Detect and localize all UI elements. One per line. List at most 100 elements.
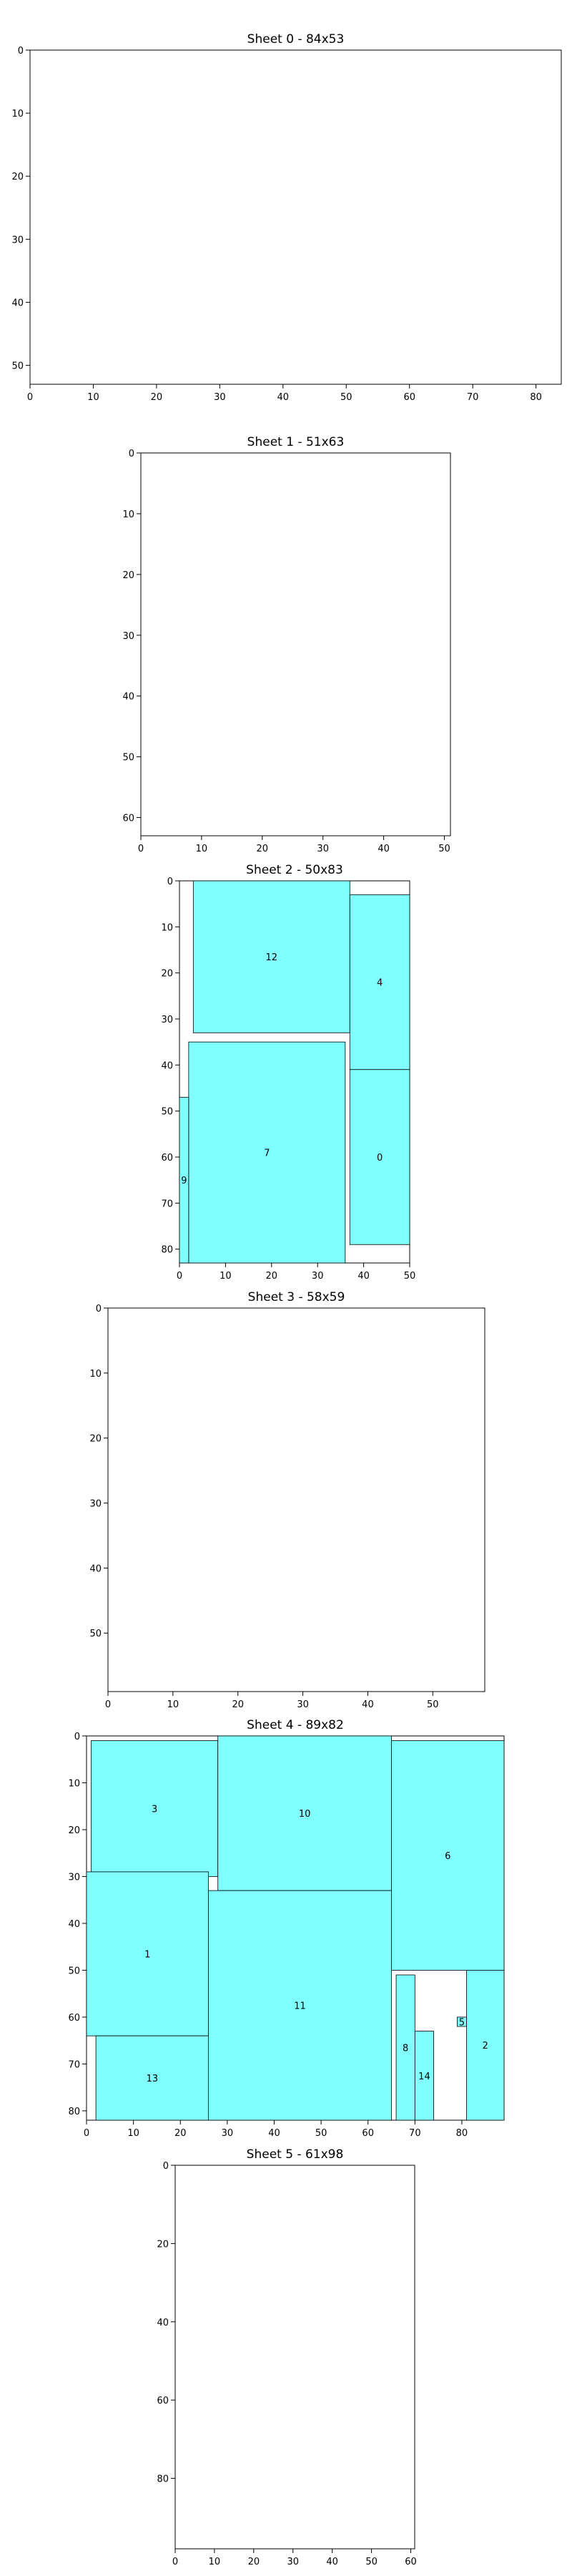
x-tick-label: 50 bbox=[438, 844, 450, 854]
sheet-title: Sheet 4 - 89x82 bbox=[247, 1718, 344, 1732]
x-tick-label: 10 bbox=[220, 1271, 232, 1282]
sheet-panel: Sheet 0 - 84x53 0 10 20 30 40 50 60 70 80 0 10 20 30 4… bbox=[11, 32, 562, 403]
y-tick-label: 50 bbox=[161, 1107, 173, 1118]
x-tick-label: 20 bbox=[266, 1271, 278, 1282]
piece-label: 2 bbox=[483, 2041, 488, 2051]
y-tick-label: 0 bbox=[74, 1732, 80, 1742]
sheet-frame bbox=[174, 2165, 415, 2550]
piece-rect bbox=[391, 1740, 505, 1971]
y-tick-label: 50 bbox=[89, 1629, 102, 1639]
x-tick-label: 30 bbox=[222, 2128, 234, 2139]
x-tick-label: 0 bbox=[27, 392, 33, 403]
x-tick-label: 40 bbox=[362, 1699, 374, 1710]
y-tick-label: 0 bbox=[96, 1304, 102, 1314]
piece-rect bbox=[466, 1970, 505, 2121]
y-tick-label: 30 bbox=[89, 1499, 102, 1510]
x-tick-label: 30 bbox=[317, 844, 329, 854]
y-tick-label: 0 bbox=[129, 449, 134, 459]
piece-rect bbox=[91, 1740, 219, 1877]
y-tick-label: 30 bbox=[68, 1872, 80, 1883]
piece-rect bbox=[95, 2035, 209, 2121]
piece-rect bbox=[179, 1096, 189, 1264]
x-tick-label: 0 bbox=[105, 1699, 111, 1710]
x-tick-label: 20 bbox=[232, 1699, 244, 1710]
x-tick-label: 50 bbox=[340, 392, 352, 403]
y-tick-label: 20 bbox=[157, 2239, 169, 2250]
x-tick-label: 60 bbox=[405, 2557, 417, 2567]
x-tick-label: 30 bbox=[297, 1699, 309, 1710]
y-tick-label: 40 bbox=[122, 692, 134, 703]
x-tick-label: 40 bbox=[268, 2128, 280, 2139]
y-tick-label: 30 bbox=[122, 631, 134, 642]
x-tick-label: 60 bbox=[403, 392, 415, 403]
y-tick-label: 50 bbox=[122, 753, 134, 763]
x-tick-label: 0 bbox=[172, 2557, 178, 2567]
piece-rect bbox=[414, 2031, 434, 2121]
y-tick-label: 10 bbox=[161, 922, 173, 933]
sheet-title: Sheet 1 - 51x63 bbox=[247, 435, 345, 449]
y-tick-label: 80 bbox=[68, 2107, 80, 2117]
sheet-panel: Sheet 3 - 58x59 0 10 20 30 40 50 0 10 20 30 40 50 bbox=[89, 1290, 485, 1710]
sheet-title: Sheet 2 - 50x83 bbox=[246, 863, 343, 877]
piece-label: 1 bbox=[144, 1950, 150, 1961]
x-tick-label: 20 bbox=[174, 2128, 187, 2139]
y-tick-label: 60 bbox=[161, 1153, 173, 1163]
y-tick-label: 10 bbox=[11, 109, 24, 119]
sheet-frame bbox=[29, 49, 562, 385]
y-tick-label: 0 bbox=[18, 46, 24, 57]
sheet-panel: Sheet 5 - 61x98 0 10 20 30 40 50 60 0 20 40 60 80 bbox=[157, 2147, 416, 2567]
y-tick-label: 50 bbox=[11, 361, 24, 372]
sheet-title: Sheet 3 - 58x59 bbox=[248, 1290, 345, 1304]
y-tick-label: 20 bbox=[122, 570, 134, 581]
x-tick-label: 10 bbox=[196, 844, 208, 854]
x-tick-label: 20 bbox=[257, 844, 269, 854]
y-tick-label: 0 bbox=[167, 877, 173, 887]
x-tick-label: 30 bbox=[214, 392, 226, 403]
x-tick-label: 0 bbox=[84, 2128, 89, 2139]
x-tick-label: 20 bbox=[248, 2557, 260, 2567]
y-tick-label: 10 bbox=[89, 1369, 102, 1380]
y-tick-label: 60 bbox=[68, 2013, 80, 2024]
y-tick-label: 10 bbox=[68, 1778, 80, 1789]
x-tick-label: 0 bbox=[138, 844, 144, 854]
sheet-panel: Sheet 1 - 51x63 0 10 20 30 40 50 0 10 20 30 40 50 60 bbox=[122, 435, 451, 854]
x-tick-label: 60 bbox=[362, 2128, 374, 2139]
x-tick-label: 0 bbox=[177, 1271, 182, 1282]
piece-rect bbox=[349, 894, 410, 1070]
x-tick-label: 40 bbox=[277, 392, 290, 403]
y-tick-label: 20 bbox=[11, 172, 24, 182]
y-tick-label: 50 bbox=[68, 1966, 80, 1976]
piece-label: 3 bbox=[152, 1805, 157, 1815]
y-tick-label: 0 bbox=[163, 2161, 169, 2172]
x-tick-label: 70 bbox=[467, 392, 479, 403]
y-tick-label: 20 bbox=[161, 969, 173, 980]
piece-label: 9 bbox=[181, 1176, 187, 1186]
sheet-title: Sheet 5 - 61x98 bbox=[247, 2147, 344, 2162]
y-tick-label: 80 bbox=[161, 1245, 173, 1256]
y-tick-label: 40 bbox=[68, 1919, 80, 1930]
piece-rect bbox=[192, 880, 350, 1033]
sheet-frame bbox=[140, 452, 451, 836]
x-tick-label: 30 bbox=[287, 2557, 299, 2567]
x-tick-label: 40 bbox=[358, 1271, 370, 1282]
sheet-frame bbox=[107, 1307, 485, 1692]
piece-label: 13 bbox=[147, 2074, 159, 2084]
y-tick-label: 10 bbox=[122, 509, 134, 520]
piece-rect bbox=[217, 1735, 392, 1891]
x-tick-label: 50 bbox=[427, 1699, 439, 1710]
x-tick-label: 80 bbox=[456, 2128, 468, 2139]
x-tick-label: 30 bbox=[312, 1271, 324, 1282]
sheet-title: Sheet 0 - 84x53 bbox=[247, 32, 345, 47]
piece-label: 12 bbox=[266, 952, 278, 963]
y-tick-label: 70 bbox=[68, 2059, 80, 2070]
piece-rect bbox=[395, 1974, 415, 2121]
y-tick-label: 60 bbox=[122, 814, 134, 824]
x-tick-label: 10 bbox=[127, 2128, 139, 2139]
piece-label: 14 bbox=[418, 2072, 430, 2082]
y-tick-label: 30 bbox=[161, 1015, 173, 1025]
piece-rect bbox=[188, 1041, 346, 1264]
y-tick-label: 40 bbox=[89, 1563, 102, 1574]
